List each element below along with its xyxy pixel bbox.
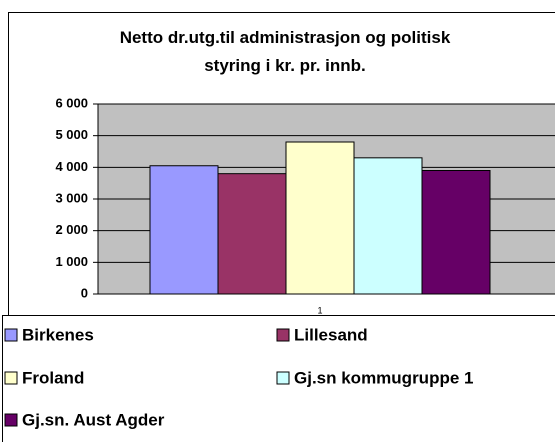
legend-label: Birkenes	[22, 325, 94, 344]
bar	[149, 165, 219, 295]
bar	[217, 173, 287, 295]
bar	[421, 170, 491, 295]
legend-label: Gj.sn. Aust Agder	[22, 410, 165, 429]
y-tick-label: 4 000	[55, 159, 88, 174]
legend-label: Lillesand	[294, 325, 368, 344]
legend-swatch	[4, 413, 18, 427]
bar	[285, 141, 355, 295]
y-tick-label: 1 000	[55, 254, 88, 269]
y-tick-label: 5 000	[55, 127, 88, 142]
legend-swatch	[276, 328, 290, 342]
y-tick-label: 2 000	[55, 222, 88, 237]
legend-swatch	[4, 371, 18, 385]
x-tick-label: 1	[317, 305, 322, 315]
chart-title: Netto dr.utg.til administrasjon og polit…	[119, 28, 451, 75]
y-tick-label: 3 000	[55, 190, 88, 205]
y-tick-label: 6 000	[55, 95, 88, 110]
legend-label: Froland	[22, 368, 84, 387]
legend-label: Gj.sn kommugruppe 1	[294, 368, 473, 387]
bar	[353, 157, 423, 295]
legend-swatch	[4, 328, 18, 342]
y-tick-label: 0	[81, 285, 88, 300]
legend-swatch	[276, 371, 290, 385]
